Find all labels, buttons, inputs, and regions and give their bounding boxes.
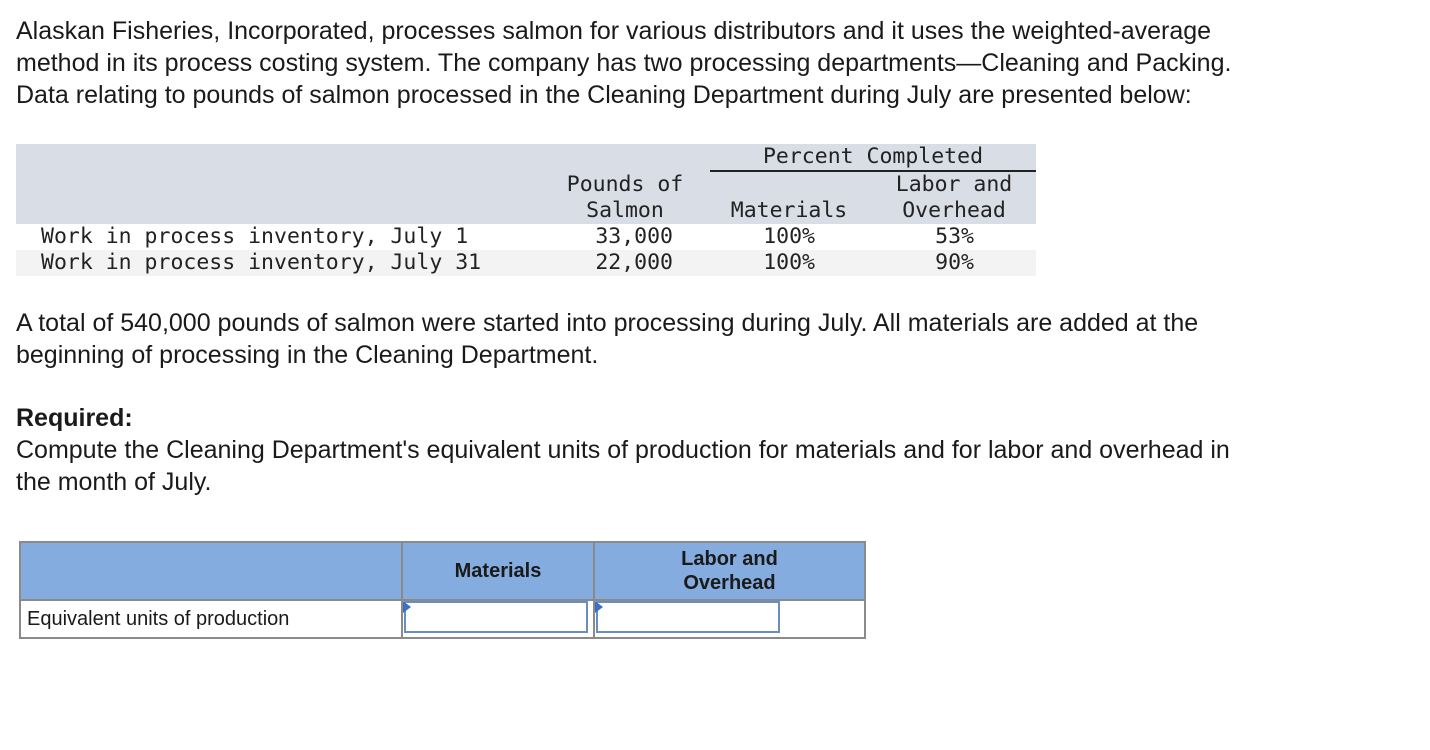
header-rule (710, 170, 1036, 172)
text-line: method in its process costing system. Th… (16, 49, 1232, 77)
materials-input[interactable] (404, 601, 588, 633)
text-line: Data relating to pounds of salmon proces… (16, 81, 1192, 109)
column-header: Materials (401, 541, 595, 601)
input-wrap (403, 601, 593, 637)
cell-value: 22,000 (595, 250, 673, 275)
marker (403, 601, 411, 613)
column-header: Pounds of Salmon (566, 172, 684, 223)
input-wrap (595, 601, 864, 637)
text-line: Compute the Cleaning Department's equiva… (16, 436, 1230, 464)
corner-cell (19, 541, 403, 601)
labor-overhead-input[interactable] (596, 601, 780, 633)
group-header: Percent Completed (762, 144, 984, 169)
text-line: A total of 540,000 pounds of salmon were… (16, 309, 1199, 337)
column-header: Labor and Overhead (895, 172, 1013, 223)
intro: Alaskan Fisheries, Incorporated, process… (16, 15, 1231, 111)
cell-value: 33,000 (595, 224, 673, 249)
row-label: Work in process inventory, July 1 (41, 224, 469, 249)
answer-cell (401, 599, 595, 639)
row-background (16, 250, 1036, 276)
column-header: Materials (730, 198, 848, 223)
cell-value: 100% (763, 224, 815, 249)
cell-value: 100% (763, 250, 815, 275)
cell-value: 53% (935, 224, 974, 249)
paragraph: A total of 540,000 pounds of salmon were… (16, 307, 1198, 371)
answer-cell (593, 599, 866, 639)
marker (595, 601, 603, 613)
text-line: Alaskan Fisheries, Incorporated, process… (16, 17, 1212, 45)
required-label: Required: (16, 404, 133, 432)
row-label: Equivalent units of production (19, 599, 403, 639)
column-header: Labor and Overhead (593, 541, 866, 601)
header-background (16, 144, 1036, 224)
row-label: Work in process inventory, July 31 (41, 250, 482, 275)
text-line: beginning of processing in the Cleaning … (16, 341, 599, 369)
required: Required: Compute the Cleaning Departmen… (16, 402, 1230, 498)
cell-value: 90% (935, 250, 974, 275)
answer-table: Materials Labor and Overhead Equivalent … (19, 541, 866, 639)
text-line: the month of July. (16, 468, 212, 496)
answer-row: Equivalent units of production (19, 599, 866, 639)
header-row: Materials Labor and Overhead (19, 541, 866, 601)
